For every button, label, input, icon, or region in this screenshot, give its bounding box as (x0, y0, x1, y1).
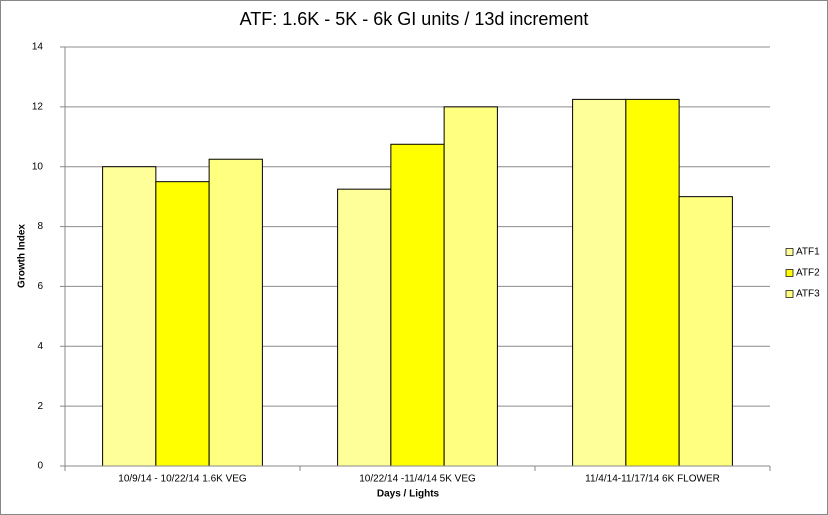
legend-swatch (785, 248, 794, 256)
bar (208, 158, 263, 467)
legend-swatch (785, 269, 794, 277)
x-tick-label: 10/22/14 -11/4/14 5K VEG (359, 474, 476, 485)
x-axis-label: Days / Lights (377, 489, 440, 500)
legend-swatch (785, 290, 794, 298)
bar (102, 166, 157, 467)
bar (625, 98, 680, 467)
bar (337, 188, 392, 467)
bar (443, 106, 498, 467)
y-axis-label: Growth Index (17, 224, 28, 288)
y-tick-label: 6 (37, 281, 43, 292)
bar (678, 196, 733, 467)
y-tick-label: 0 (37, 461, 43, 472)
legend-label: ATF1 (796, 247, 820, 258)
x-tick-label: 10/9/14 - 10/22/14 1.6K VEG (118, 474, 247, 485)
legend-label: ATF2 (796, 268, 820, 279)
y-tick-label: 12 (32, 101, 44, 112)
x-tick-label: 11/4/14-11/17/14 6K FLOWER (585, 474, 720, 485)
bar (155, 181, 210, 467)
bar (572, 98, 627, 467)
y-tick-label: 4 (37, 341, 43, 352)
chart-title: ATF: 1.6K - 5K - 6k GI units / 13d incre… (240, 9, 589, 29)
y-tick-label: 8 (37, 221, 43, 232)
bar (390, 143, 445, 467)
y-tick-label: 10 (32, 161, 44, 172)
legend-label: ATF3 (796, 289, 820, 300)
y-tick-label: 2 (37, 401, 43, 412)
y-tick-label: 14 (32, 42, 44, 53)
